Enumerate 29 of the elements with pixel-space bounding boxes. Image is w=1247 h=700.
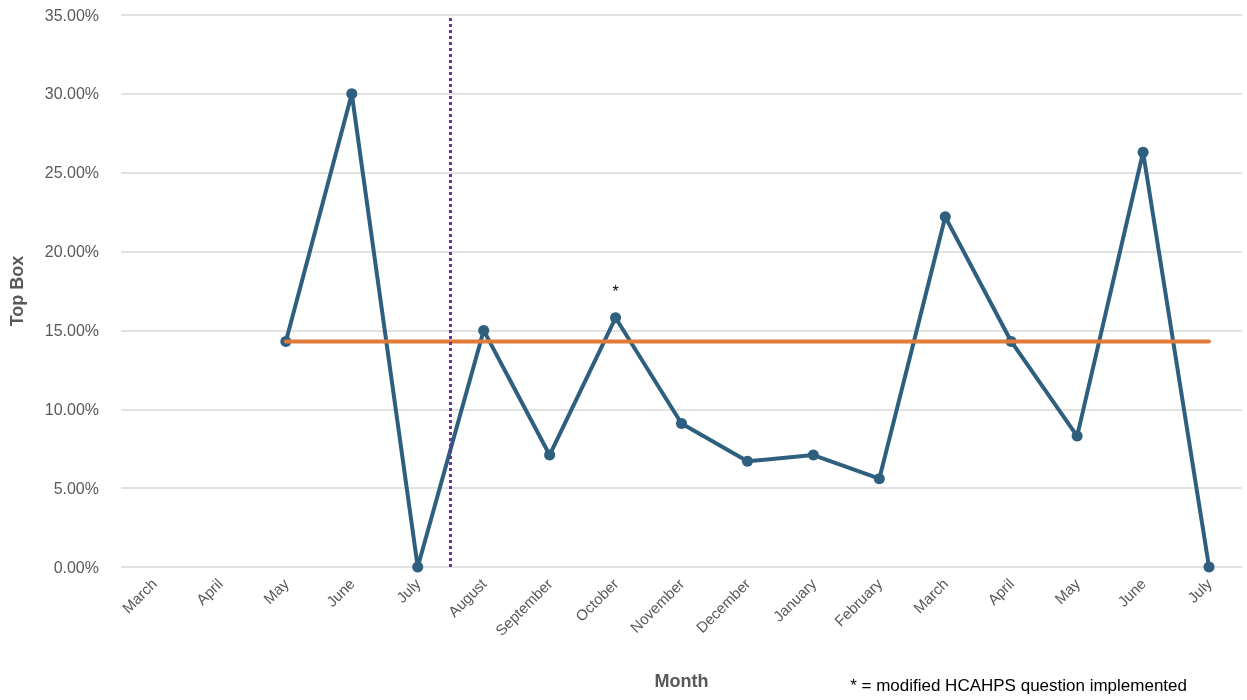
x-tick-label: July xyxy=(392,574,425,606)
point xyxy=(1137,146,1149,158)
point xyxy=(741,455,753,467)
text: * = modified HCAHPS question implemented xyxy=(850,676,1188,695)
y-tick-label: 30.00% xyxy=(44,85,99,103)
point xyxy=(346,88,358,100)
point xyxy=(873,473,885,485)
y-axis-title: Top Box xyxy=(7,255,27,327)
point xyxy=(676,417,687,429)
y-tick-label: 0.00% xyxy=(53,558,99,576)
point xyxy=(478,324,490,336)
x-tick-label: May xyxy=(259,574,293,608)
point xyxy=(1203,561,1215,573)
annotation: * xyxy=(612,283,619,301)
y-tick-label: 25.00% xyxy=(44,164,99,182)
x-tick-label: May xyxy=(1051,574,1084,608)
y-tick-label: 15.00% xyxy=(44,321,99,339)
y-tick-label: 35.00% xyxy=(44,6,99,24)
point xyxy=(807,449,819,461)
point xyxy=(1071,430,1083,442)
y-tick-label: 20.00% xyxy=(44,243,99,261)
y-tick-label: 5.00% xyxy=(53,479,99,497)
point xyxy=(412,561,424,573)
point xyxy=(544,449,556,461)
y-tick-label: 10.00% xyxy=(44,400,99,418)
point xyxy=(610,312,622,324)
x-tick-label: July xyxy=(1184,574,1216,606)
point xyxy=(939,211,951,223)
x-axis-title: Month xyxy=(654,671,709,691)
